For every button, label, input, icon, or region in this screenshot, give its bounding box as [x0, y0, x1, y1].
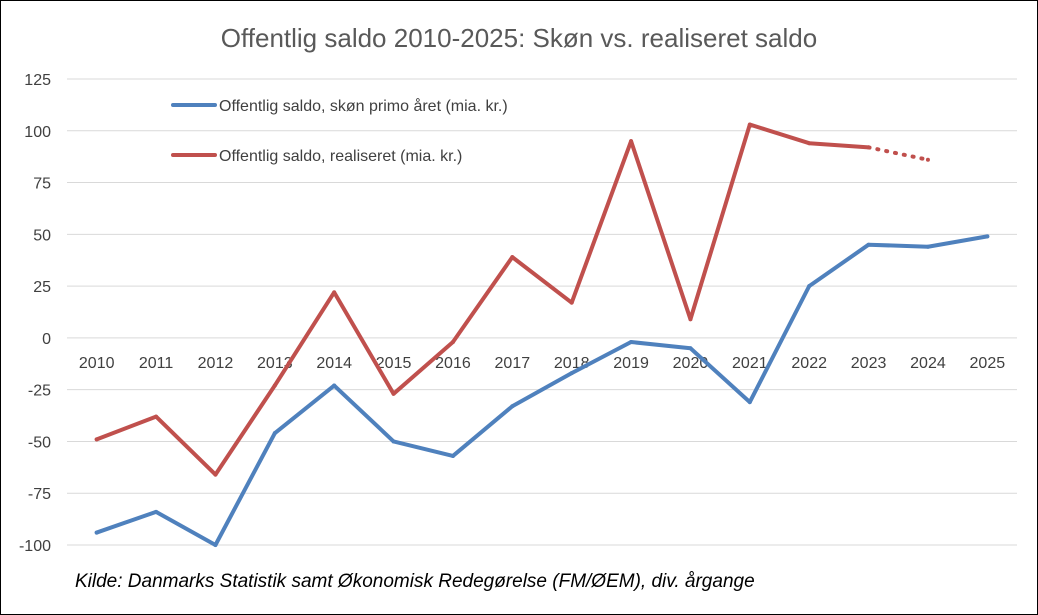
y-tick-label: 50 — [33, 227, 51, 244]
data-point-series-1 — [688, 317, 693, 322]
legend-label-realized: Offentlig saldo, realiseret (mia. kr.) — [219, 148, 462, 165]
data-point-series-0 — [866, 242, 871, 247]
data-point-series-0 — [569, 371, 574, 376]
data-point-series-0 — [450, 453, 455, 458]
x-tick-label: 2025 — [970, 355, 1006, 372]
data-point-series-1 — [866, 145, 871, 150]
x-tick-label: 2012 — [198, 355, 234, 372]
y-tick-label: 0 — [42, 331, 51, 348]
data-point-series-1 — [94, 437, 99, 442]
legend-entry-forecast: Offentlig saldo, skøn primo året (mia. k… — [171, 97, 508, 115]
x-tick-label: 2018 — [554, 355, 590, 372]
x-tick-label: 2020 — [673, 355, 709, 372]
x-tick-label: 2022 — [791, 355, 827, 372]
data-point-series-1 — [510, 255, 515, 260]
data-point-series-1 — [925, 157, 930, 162]
data-point-series-0 — [391, 439, 396, 444]
x-tick-label: 2021 — [732, 355, 768, 372]
legend-label-forecast: Offentlig saldo, skøn primo året (mia. k… — [219, 97, 508, 115]
series-line-1-projection — [866, 145, 930, 162]
x-tick-label: 2010 — [79, 355, 115, 372]
y-tick-label: 125 — [24, 72, 51, 89]
source-note: Kilde: Danmarks Statistik samt Økonomisk… — [75, 571, 755, 592]
data-point-series-0 — [94, 530, 99, 535]
x-tick-label: 2024 — [910, 355, 946, 372]
x-tick-label: 2015 — [376, 355, 412, 372]
data-point-series-1 — [747, 122, 752, 127]
y-tick-label: -25 — [28, 383, 51, 400]
data-point-series-1 — [213, 472, 218, 477]
data-point-series-1 — [154, 414, 159, 419]
x-tick-label: 2017 — [495, 355, 531, 372]
data-point-series-1 — [391, 391, 396, 396]
legend: Offentlig saldo, skøn primo året (mia. k… — [171, 97, 508, 165]
y-tick-label: 100 — [24, 124, 51, 141]
data-point-series-0 — [154, 509, 159, 514]
data-point-series-1 — [450, 340, 455, 345]
x-tick-label: 2023 — [851, 355, 887, 372]
x-axis-tick-labels: 2010 2011 2012 2013 2014 2015 2016 2017 2018 2019… — [79, 355, 1005, 372]
series-lines — [94, 122, 990, 547]
data-point-series-0 — [807, 284, 812, 289]
series-line-0 — [94, 234, 990, 547]
data-point-series-1 — [807, 141, 812, 146]
x-tick-label: 2014 — [316, 355, 352, 372]
y-tick-label: -50 — [28, 434, 51, 451]
x-tick-label: 2011 — [139, 355, 174, 372]
x-tick-label: 2013 — [257, 355, 293, 372]
data-point-series-0 — [925, 244, 930, 249]
data-point-series-1 — [332, 290, 337, 295]
data-point-series-0 — [688, 346, 693, 351]
chart-title: Offentlig saldo 2010-2025: Skøn vs. real… — [221, 23, 817, 53]
y-tick-label: 75 — [33, 176, 51, 193]
series-line-1 — [94, 122, 871, 477]
data-point-series-0 — [629, 340, 634, 345]
x-tick-label: 2019 — [613, 355, 649, 372]
data-point-series-0 — [747, 400, 752, 405]
data-point-series-0 — [985, 234, 990, 239]
y-axis-tick-labels: 125 100 75 50 25 0 -25 -50 -75 -100 — [19, 72, 51, 555]
data-point-series-0 — [510, 404, 515, 409]
x-tick-label: 2016 — [435, 355, 471, 372]
y-tick-label: -100 — [19, 538, 51, 555]
data-point-series-0 — [332, 383, 337, 388]
legend-entry-realized: Offentlig saldo, realiseret (mia. kr.) — [171, 148, 462, 165]
y-tick-label: -75 — [28, 486, 51, 503]
data-point-series-0 — [272, 431, 277, 436]
data-point-series-0 — [213, 543, 218, 547]
data-point-series-1 — [272, 383, 277, 388]
gridlines — [67, 78, 1017, 546]
data-point-series-1 — [629, 139, 634, 144]
y-tick-label: 25 — [33, 279, 51, 296]
data-point-series-1 — [569, 300, 574, 305]
